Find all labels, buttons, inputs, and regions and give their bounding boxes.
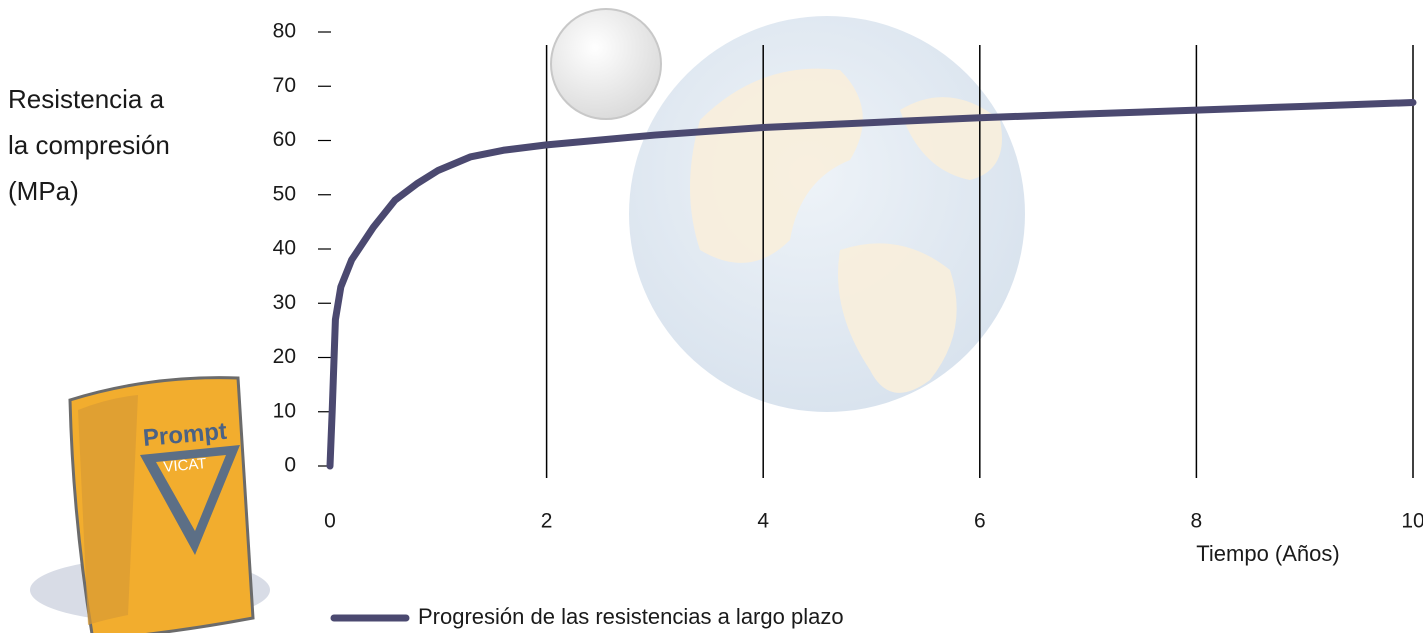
y-tick-label: 10: [273, 399, 296, 422]
globe-watermark: [629, 16, 1025, 412]
y-tick-label: 20: [273, 345, 296, 368]
y-axis-label: la compresión: [8, 130, 170, 160]
y-tick-label: 30: [273, 291, 296, 314]
logo: Prompt VICAT: [30, 376, 270, 633]
y-tick-label: 40: [273, 237, 296, 260]
y-tick-label: 50: [273, 182, 296, 205]
moon-decoration: [550, 8, 662, 120]
y-axis-label: (MPa): [8, 176, 79, 206]
x-tick-label: 2: [541, 510, 553, 533]
y-tick-label: 0: [284, 454, 296, 477]
y-tick-label: 70: [273, 74, 296, 97]
logo-subtext: VICAT: [163, 455, 207, 476]
data-line: [326, 99, 1417, 470]
legend: Progresión de las resistencias a largo p…: [330, 604, 844, 629]
x-tick-label: 0: [324, 510, 336, 533]
x-tick-label: 8: [1191, 510, 1203, 533]
x-tick-label: 10: [1401, 510, 1423, 533]
y-tick-label: 60: [273, 128, 296, 151]
y-tick-label: 80: [273, 20, 296, 43]
x-tick-label: 6: [974, 510, 986, 533]
y-axis-label: Resistencia a: [8, 84, 165, 114]
x-axis-label: Tiempo (Años): [1196, 541, 1339, 566]
legend-label: Progresión de las resistencias a largo p…: [418, 604, 844, 629]
x-tick-label: 4: [757, 510, 769, 533]
